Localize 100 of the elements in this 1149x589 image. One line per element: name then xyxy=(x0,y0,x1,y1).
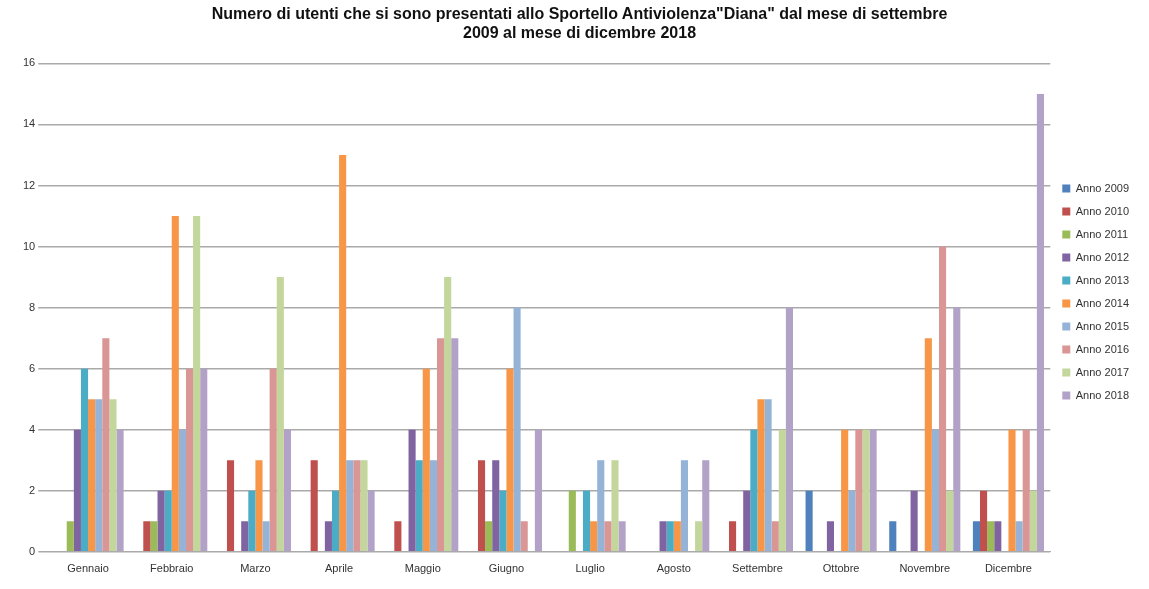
bar xyxy=(728,521,737,552)
bar xyxy=(200,368,208,552)
y-tick-label: 16 xyxy=(22,56,36,69)
bar xyxy=(367,490,375,552)
bar xyxy=(95,399,103,552)
legend-label: Anno 2015 xyxy=(1075,319,1129,332)
bar xyxy=(673,521,681,552)
bar xyxy=(408,429,416,552)
x-tick-label: Giugno xyxy=(488,562,525,575)
bar xyxy=(255,460,263,552)
bar xyxy=(1015,521,1023,552)
bar xyxy=(360,460,368,552)
y-tick-label: 0 xyxy=(29,544,36,557)
bar xyxy=(743,490,751,552)
y-tick-label: 12 xyxy=(22,178,36,191)
bar xyxy=(702,460,710,552)
bar xyxy=(946,490,954,552)
bar xyxy=(193,216,201,552)
x-tick-label: Maggio xyxy=(404,562,441,575)
bar xyxy=(506,368,514,552)
bar xyxy=(855,429,863,552)
y-tick-label: 4 xyxy=(29,422,36,435)
bar xyxy=(178,429,186,552)
bar xyxy=(582,490,591,552)
bar xyxy=(590,521,598,552)
bar xyxy=(889,521,897,552)
x-tick-label: Luglio xyxy=(575,562,605,575)
bar xyxy=(499,490,507,552)
bar xyxy=(841,429,849,552)
bar xyxy=(331,490,340,552)
bar xyxy=(666,521,674,552)
bar xyxy=(157,490,165,552)
bar xyxy=(1036,93,1045,552)
legend-label: Anno 2018 xyxy=(1075,388,1129,401)
bar xyxy=(987,521,995,552)
bar xyxy=(185,368,194,552)
bar xyxy=(972,521,980,552)
bar xyxy=(394,521,402,552)
legend-label: Anno 2013 xyxy=(1075,273,1129,286)
bar xyxy=(80,368,89,552)
x-tick-label: Agosto xyxy=(656,562,691,575)
x-tick-label: Febbraio xyxy=(150,562,194,575)
bar xyxy=(695,521,703,552)
bar xyxy=(604,521,612,552)
legend-label: Anno 2010 xyxy=(1075,204,1129,217)
y-tick-label: 6 xyxy=(29,361,36,374)
bar xyxy=(143,521,151,552)
bar xyxy=(771,521,779,552)
x-tick-label: Gennaio xyxy=(67,562,109,575)
bar xyxy=(680,460,688,552)
bar xyxy=(102,338,110,552)
y-tick-label: 2 xyxy=(29,483,36,496)
bar xyxy=(924,338,932,552)
bar xyxy=(164,490,172,552)
bar xyxy=(1029,490,1037,552)
bar xyxy=(339,154,347,552)
x-tick-label: Marzo xyxy=(240,562,271,575)
bar xyxy=(513,307,521,552)
bar xyxy=(785,307,793,552)
bar xyxy=(862,429,870,552)
bar xyxy=(346,460,354,552)
bar xyxy=(764,399,772,552)
bar xyxy=(939,246,947,552)
bar xyxy=(1008,429,1016,552)
bar xyxy=(262,521,270,552)
bar xyxy=(611,460,619,552)
legend-label: Anno 2009 xyxy=(1075,181,1129,194)
bar xyxy=(1022,429,1030,552)
bar xyxy=(757,399,765,552)
bar xyxy=(910,490,918,552)
bar xyxy=(415,460,423,552)
legend-label: Anno 2016 xyxy=(1075,342,1129,355)
legend-label: Anno 2011 xyxy=(1075,227,1129,240)
bar xyxy=(520,521,528,552)
bar xyxy=(66,521,74,552)
x-tick-label: Ottobre xyxy=(822,562,860,575)
bar xyxy=(283,429,291,552)
bar xyxy=(109,399,117,552)
bar xyxy=(994,521,1002,552)
bar xyxy=(826,521,834,552)
bar xyxy=(659,521,667,552)
bar xyxy=(534,429,542,552)
x-tick-label: Aprile xyxy=(325,562,354,575)
bar xyxy=(953,307,961,552)
bar xyxy=(429,460,437,552)
bar xyxy=(436,338,445,552)
bar xyxy=(73,429,81,552)
bar xyxy=(324,521,332,552)
bar xyxy=(492,460,500,552)
bar xyxy=(980,490,988,552)
x-tick-label: Settembre xyxy=(732,562,783,575)
y-tick-label: 8 xyxy=(29,300,36,313)
bar xyxy=(276,277,284,552)
bar xyxy=(150,521,158,552)
bar xyxy=(241,521,249,552)
legend-label: Anno 2017 xyxy=(1075,365,1129,378)
bar xyxy=(848,490,856,552)
bar xyxy=(805,490,813,552)
legend-label: Anno 2012 xyxy=(1075,250,1129,263)
x-tick-label: Novembre xyxy=(899,562,951,575)
